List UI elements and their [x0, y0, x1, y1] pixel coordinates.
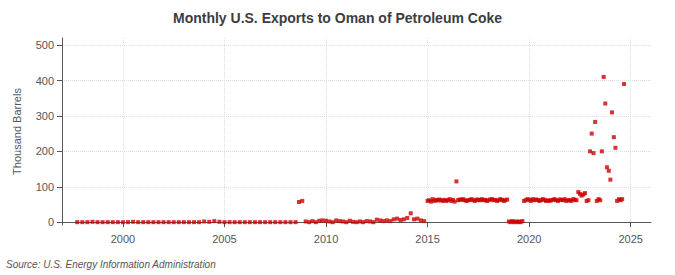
svg-text:200: 200 — [36, 145, 54, 157]
svg-text:Thousand Barrels: Thousand Barrels — [11, 88, 23, 175]
svg-text:500: 500 — [36, 39, 54, 51]
svg-text:2025: 2025 — [618, 233, 642, 245]
svg-text:300: 300 — [36, 110, 54, 122]
svg-text:100: 100 — [36, 181, 54, 193]
svg-text:Source: U.S. Energy Informatio: Source: U.S. Energy Information Administ… — [6, 259, 216, 270]
svg-text:Monthly U.S. Exports to Oman o: Monthly U.S. Exports to Oman of Petroleu… — [173, 10, 502, 26]
svg-text:2020: 2020 — [517, 233, 541, 245]
svg-text:0: 0 — [48, 216, 54, 228]
svg-text:400: 400 — [36, 75, 54, 87]
svg-text:2005: 2005 — [212, 233, 236, 245]
svg-text:2015: 2015 — [415, 233, 439, 245]
svg-text:2000: 2000 — [111, 233, 135, 245]
svg-text:2010: 2010 — [314, 233, 338, 245]
